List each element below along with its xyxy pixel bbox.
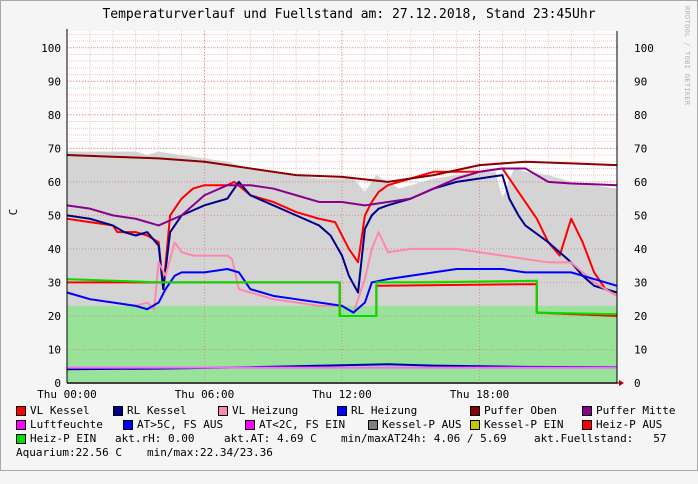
legend-label: VL Kessel: [30, 404, 90, 417]
chart-canvas: 0 0 10 10 20 20 30 30 40 40 50 50 60 60 70 70 80 80 90 90 10…: [7, 29, 654, 401]
legend-label: Kessel-P EIN: [484, 418, 564, 431]
legend-item-puffer-mitte: Puffer Mitte: [582, 404, 675, 417]
legend-item-kessel-p-ein: Kessel-P EIN: [470, 418, 563, 431]
series-vl-heizung: [66, 231, 618, 314]
legend-item-vl-kessel: VL Kessel: [16, 404, 90, 417]
legend-label: RL Heizung: [351, 404, 418, 417]
legend-label: VL Heizung: [232, 404, 299, 417]
legend-label: Puffer Mitte: [596, 404, 676, 417]
y-tick-label-left: 60: [48, 176, 61, 189]
y-tick-label-left: 80: [48, 109, 61, 122]
legend-item-rl-heizung: RL Heizung: [337, 404, 417, 417]
series-puffer-oben: [66, 154, 618, 183]
y-tick-label-right: 100: [634, 42, 654, 55]
legend-swatch: [16, 420, 26, 430]
legend-item-rl-kessel: RL Kessel: [113, 404, 187, 417]
legend-item-heiz-p-aus: Heiz-P AUS: [582, 418, 662, 431]
series-puffer-mitte: [66, 167, 618, 227]
legend-swatch: [113, 406, 123, 416]
legend-label: Heiz-P EIN: [30, 432, 97, 445]
legend-swatch: [245, 420, 255, 430]
legend-swatch: [582, 406, 592, 416]
legend-swatch: [218, 406, 228, 416]
info-akt-at: akt.AT: 4.69 C: [224, 432, 317, 445]
legend-label: AT>5C, FS AUS: [137, 418, 224, 431]
info-fuellstand: akt.Fuellstand: 57: [534, 432, 667, 445]
y-tick-label-left: 90: [48, 75, 61, 88]
y-tick-label-left: 10: [48, 343, 61, 356]
y-tick-label-right: 60: [634, 176, 647, 189]
x-tick-label: Thu 18:00: [450, 388, 510, 401]
y-tick-label-left: 50: [48, 209, 61, 222]
y-tick-label-left: 30: [48, 276, 61, 289]
info-akt-rh: akt.rH: 0.00: [115, 432, 195, 445]
x-axis-arrow: [619, 380, 624, 386]
legend-swatch: [337, 406, 347, 416]
legend-label: Kessel-P AUS: [382, 418, 462, 431]
series-rl-kessel: [66, 174, 618, 294]
series-heiz-p-ein: [66, 278, 618, 317]
legend-swatch: [470, 420, 480, 430]
y-tick-label-right: 20: [634, 310, 647, 323]
y-tick-label-right: 70: [634, 142, 647, 155]
info-aquarium: Aquarium:22.56 C: [16, 446, 122, 459]
info-aquarium-minmax: min/max:22.34/23.36: [147, 446, 273, 459]
legend-item-puffer-oben: Puffer Oben: [470, 404, 557, 417]
legend-swatch: [368, 420, 378, 430]
y-tick-label-right: 50: [634, 209, 647, 222]
y-tick-label-left: 70: [48, 142, 61, 155]
legend: VL Kessel RL Kessel VL Heizung RL Heizun…: [16, 404, 675, 459]
legend-item-at-below-2c: AT<2C, FS EIN: [245, 418, 345, 431]
y-tick-label-left: 40: [48, 243, 61, 256]
series-rl-heizung: [66, 268, 618, 314]
y-tick-label-right: 30: [634, 276, 647, 289]
y-tick-label-left: 100: [41, 42, 61, 55]
legend-swatch: [470, 406, 480, 416]
x-tick-label: Thu 12:00: [312, 388, 372, 401]
legend-item-kessel-p-aus: Kessel-P AUS: [368, 418, 461, 431]
legend-label: AT<2C, FS EIN: [259, 418, 346, 431]
y-tick-label-right: 40: [634, 243, 647, 256]
y-tick-label-right: 90: [634, 75, 647, 88]
legend-swatch: [16, 434, 26, 444]
y-tick-label-right: 0: [634, 377, 641, 390]
legend-label: Puffer Oben: [484, 404, 557, 417]
legend-item-heiz-p-ein: Heiz-P EIN: [16, 432, 96, 445]
legend-label: Heiz-P AUS: [596, 418, 663, 431]
legend-item-at-above-5c: AT>5C, FS AUS: [123, 418, 223, 431]
rrdtool-watermark: RRDTOOL / TOBI OETIKER: [683, 6, 691, 106]
legend-item-luftfeuchte: Luftfeuchte: [16, 418, 103, 431]
y-tick-label-right: 10: [634, 343, 647, 356]
y-tick-label-left: 20: [48, 310, 61, 323]
legend-swatch: [123, 420, 133, 430]
legend-label: RL Kessel: [127, 404, 187, 417]
legend-swatch: [582, 420, 592, 430]
legend-label: Luftfeuchte: [30, 418, 103, 431]
x-tick-label: Thu 06:00: [175, 388, 235, 401]
y-tick-label-right: 80: [634, 109, 647, 122]
chart-title: Temperaturverlauf und Fuellstand am: 27.…: [102, 7, 596, 22]
legend-swatch: [16, 406, 26, 416]
x-tick-label: Thu 00:00: [37, 388, 97, 401]
y-tick-label-left: 0: [54, 377, 61, 390]
y-axis-label: C: [7, 209, 20, 216]
legend-item-vl-heizung: VL Heizung: [218, 404, 298, 417]
info-minmax-at: min/maxAT24h: 4.06 / 5.69: [341, 432, 507, 445]
